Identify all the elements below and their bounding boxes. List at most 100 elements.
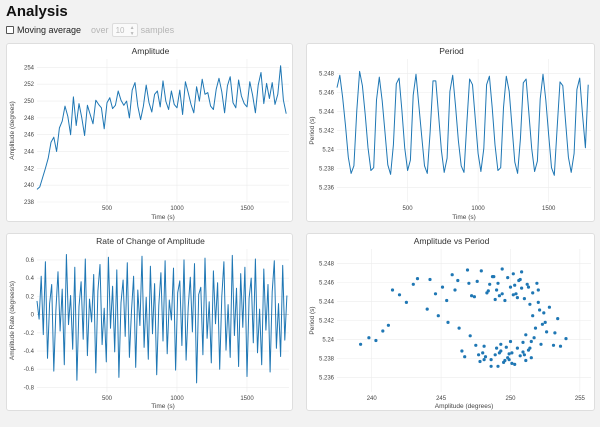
y-tick-label: 252 — [24, 82, 35, 88]
scatter-point — [390, 288, 395, 292]
scatter-point — [456, 278, 460, 283]
scatter-point — [483, 355, 488, 359]
scatter-point — [367, 336, 371, 340]
y-tick-label: 5.244 — [319, 109, 335, 115]
scatter-point — [545, 330, 549, 334]
scatter-point — [522, 353, 526, 357]
scatter-point — [533, 326, 538, 330]
scatter-point — [507, 352, 511, 356]
rate-of-change-chart[interactable]: Rate of Change of Amplitude -0.8 -0.6 -0.4 -… — [7, 234, 294, 412]
scatter-point — [536, 288, 540, 292]
scatter-point — [524, 333, 528, 337]
y-tick-label: 238 — [24, 200, 35, 206]
y-tick-label: 5.236 — [319, 186, 335, 192]
scatter-point — [460, 349, 464, 353]
scatter-point — [374, 338, 378, 343]
scatter-point — [493, 297, 497, 302]
y-tick-label: 5.24 — [322, 338, 334, 344]
scatter-point — [415, 277, 420, 281]
moving-average-label: Moving average — [17, 25, 82, 35]
scatter-point — [515, 346, 519, 350]
y-tick-label: -0.2 — [24, 331, 35, 337]
scatter-point — [515, 296, 519, 300]
scatter-point — [558, 344, 563, 348]
y-axis-label: Amplitude Rate (degrees/s) — [9, 281, 16, 360]
chart-title: Amplitude vs Period — [414, 236, 490, 246]
x-axis-label: Time (s) — [452, 214, 476, 221]
scatter-point — [496, 281, 500, 285]
scatter-point — [474, 343, 478, 347]
y-tick-label: 5.238 — [319, 357, 335, 363]
scatter-point — [518, 277, 522, 282]
x-tick-label: 255 — [575, 396, 586, 402]
x-axis-label: Amplitude (degrees) — [435, 403, 494, 410]
y-tick-label: 5.248 — [319, 261, 335, 267]
x-axis-label: Time (s) — [151, 214, 175, 221]
x-axis-label: Time (s) — [151, 403, 175, 410]
scatter-point — [465, 268, 470, 272]
y-tick-label: -0.4 — [24, 349, 35, 355]
y-tick-label: 254 — [24, 65, 35, 71]
moving-average-checkbox[interactable] — [6, 26, 14, 34]
scatter-point — [514, 292, 518, 296]
series-line — [36, 254, 288, 384]
scatter-point — [531, 314, 535, 318]
scatter-point — [440, 285, 445, 289]
y-tick-label: 0 — [31, 313, 35, 319]
scatter-point — [540, 322, 544, 326]
y-tick-label: -0.6 — [24, 367, 35, 373]
scatter-point — [503, 298, 507, 303]
scatter-point — [500, 267, 504, 271]
y-tick-label: -0.8 — [24, 385, 35, 391]
chart-title: Period — [439, 46, 464, 56]
scatter-point — [411, 282, 415, 286]
scatter-point — [496, 364, 500, 368]
scatter-point — [521, 350, 525, 354]
scatter-point — [425, 307, 429, 311]
scatter-point — [536, 300, 540, 304]
scatter-point — [397, 293, 402, 297]
y-tick-label: 5.24 — [322, 148, 334, 154]
y-tick-label: 5.238 — [319, 167, 335, 173]
scatter-point — [381, 329, 385, 333]
y-tick-label: 0.2 — [26, 294, 35, 300]
period-chart-panel: Period 5.236 5.238 5.24 5.242 5.244 5.246 5.248… — [306, 43, 595, 222]
amplitude-vs-period-chart[interactable]: Amplitude vs Period 5.236 5.238 5.24 5.242 5.… — [307, 234, 596, 412]
spinner-arrows-icon[interactable]: ▲ ▼ — [129, 25, 135, 37]
scatter-point — [525, 282, 529, 286]
scatter-point — [445, 298, 449, 303]
page-title: Analysis — [6, 3, 68, 20]
scatter-point — [500, 292, 504, 296]
scatter-point — [428, 277, 432, 282]
scatter-point — [468, 334, 472, 338]
y-tick-label: 250 — [24, 99, 35, 105]
y-tick-label: 0.6 — [26, 258, 35, 264]
scatter-point — [532, 336, 536, 340]
scatter-point — [522, 297, 526, 301]
window-size-input[interactable]: 10 ▲ ▼ — [111, 23, 138, 37]
scatter-point — [543, 320, 547, 324]
scatter-point — [529, 356, 533, 360]
x-tick-label: 250 — [505, 396, 516, 402]
y-tick-label: 5.242 — [319, 319, 335, 325]
scatter-point — [538, 308, 542, 312]
scatter-point — [535, 281, 539, 285]
scatter-point — [475, 279, 479, 283]
x-tick-label: 1500 — [240, 206, 254, 212]
scatter-point — [486, 289, 490, 293]
x-tick-label: 1000 — [471, 206, 485, 212]
scatter-point — [511, 293, 515, 297]
x-tick-label: 1000 — [170, 206, 184, 212]
period-chart[interactable]: Period 5.236 5.238 5.24 5.242 5.244 5.246 5.248… — [307, 44, 596, 223]
scatter-point — [495, 288, 499, 292]
x-tick-label: 1000 — [170, 396, 184, 402]
window-size-value: 10 — [115, 25, 125, 35]
moving-average-controls: Moving average over 10 ▲ ▼ samples — [6, 23, 174, 37]
scatter-point — [450, 273, 454, 277]
scatter-point — [433, 292, 438, 296]
x-tick-label: 1500 — [542, 206, 556, 212]
amplitude-chart[interactable]: Amplitude 238 240 242 244 246 248 250 252 254 500 1… — [7, 44, 294, 223]
y-tick-label: 246 — [24, 133, 35, 139]
y-tick-label: 240 — [24, 183, 35, 189]
scatter-point — [510, 361, 514, 365]
